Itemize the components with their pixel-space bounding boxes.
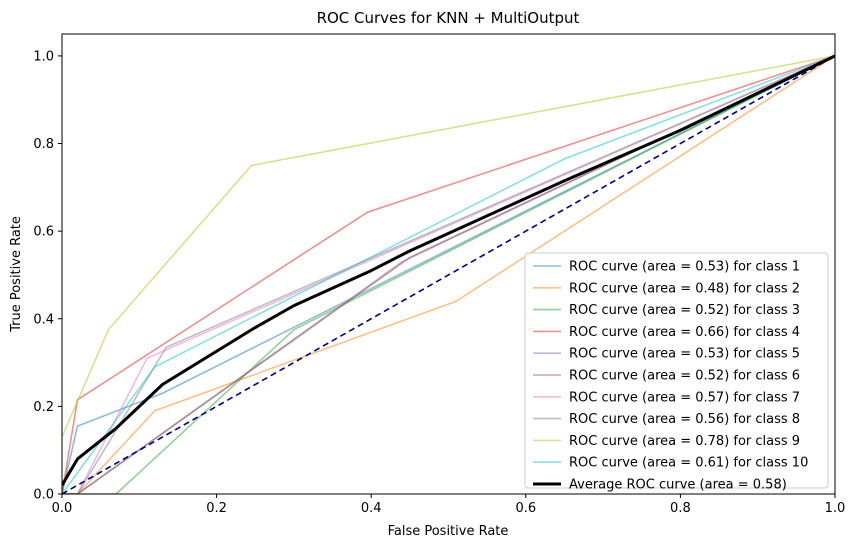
legend-entry-label: ROC curve (area = 0.53) for class 5: [569, 347, 800, 362]
legend-entry-label: ROC curve (area = 0.52) for class 3: [569, 303, 800, 318]
legend-entry-label: ROC curve (area = 0.52) for class 6: [569, 369, 800, 384]
roc-curve-series-10: [62, 55, 835, 494]
y-tick-label: 0.0: [33, 488, 54, 503]
legend-entry-label: ROC curve (area = 0.78) for class 9: [569, 434, 800, 449]
average-roc-curve: [62, 54, 835, 486]
legend-entry-label: ROC curve (area = 0.57) for class 7: [569, 390, 800, 405]
roc-curve-series-2: [62, 55, 835, 494]
plot-frame: [61, 33, 836, 495]
roc-curve-series-8: [62, 55, 835, 494]
x-tick-label: 0.0: [52, 501, 73, 516]
roc-curve-series-9: [62, 55, 835, 438]
y-tick-label: 1.0: [33, 49, 54, 64]
legend-entry-label: Average ROC curve (area = 0.58): [569, 478, 787, 493]
plot-area: [61, 33, 836, 495]
x-tick-label: 0.4: [361, 501, 382, 516]
curve-group: [62, 54, 835, 494]
roc-curve-series-4: [62, 55, 835, 494]
y-tick-label: 0.2: [33, 400, 54, 415]
x-tick-label: 0.6: [515, 501, 536, 516]
legend: ROC curve (area = 0.53) for class 1 ROC c…: [524, 252, 829, 493]
x-tick-label: 1.0: [825, 501, 846, 516]
x-axis-label: False Positive Rate: [388, 524, 509, 539]
y-tick-label: 0.8: [33, 137, 54, 152]
y-tick-label: 0.4: [33, 312, 54, 327]
x-tick-label: 0.8: [670, 501, 691, 516]
roc-curve-series-3: [62, 55, 835, 494]
y-tick-label: 0.6: [33, 225, 54, 240]
legend-entry-label: ROC curve (area = 0.56) for class 8: [569, 412, 800, 427]
axis-ticks: 0.0 0.2 0.4 0.6 0.8 1.0 0.0 0.2 0.4 0.6 0.8 1.0: [33, 49, 845, 516]
y-axis-label: True Positive Rate: [9, 216, 24, 333]
legend-entry-label: ROC curve (area = 0.48) for class 2: [569, 281, 800, 296]
legend-entry-label: ROC curve (area = 0.66) for class 4: [569, 325, 800, 340]
chance-diagonal-line: [62, 55, 835, 494]
x-tick-label: 0.2: [206, 501, 227, 516]
legend-entry-label: ROC curve (area = 0.53) for class 1: [569, 260, 800, 275]
legend-entry-label: ROC curve (area = 0.61) for class 10: [569, 456, 808, 471]
chart-title: ROC Curves for KNN + MultiOutput: [317, 9, 580, 27]
legend-box: [524, 252, 829, 489]
